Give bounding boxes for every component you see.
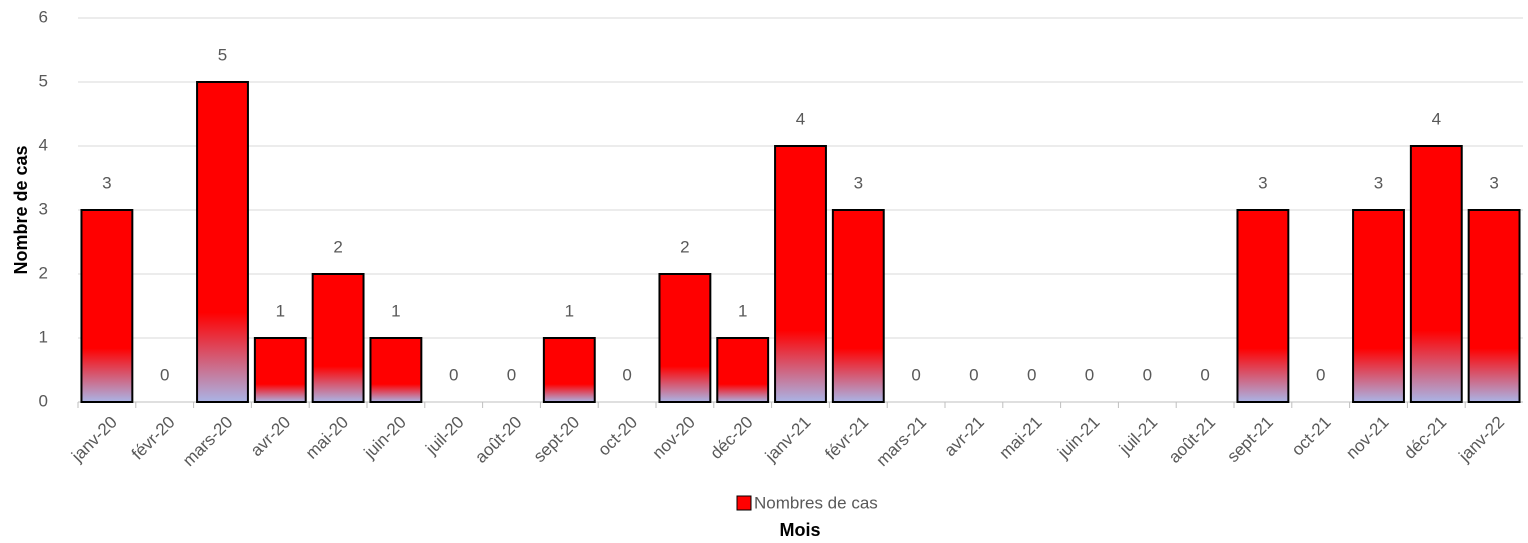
value-label: 4 [1432, 109, 1441, 128]
x-tick-label: août-20 [471, 413, 525, 467]
x-tick-label: mai-20 [302, 413, 352, 463]
value-label: 0 [1316, 365, 1325, 384]
value-label: 3 [102, 173, 111, 192]
x-tick-label: oct-20 [594, 413, 641, 460]
x-tick-label: juil-20 [421, 413, 467, 459]
value-label: 4 [796, 109, 805, 128]
y-tick-label: 2 [39, 263, 48, 282]
x-tick-label: févr-20 [128, 413, 179, 464]
value-label: 0 [449, 365, 458, 384]
value-label: 0 [1143, 365, 1152, 384]
value-label: 0 [160, 365, 169, 384]
x-tick-label: déc-20 [707, 413, 757, 463]
value-label: 1 [391, 301, 400, 320]
value-label: 1 [738, 301, 747, 320]
x-tick-label: mai-21 [996, 413, 1046, 463]
x-tick-label: oct-21 [1288, 413, 1335, 460]
bar [1236, 209, 1290, 403]
bar [1467, 209, 1521, 403]
value-label: 2 [333, 237, 342, 256]
value-label: 0 [622, 365, 631, 384]
x-tick-label: déc-21 [1400, 413, 1450, 463]
x-tick-label: nov-20 [649, 413, 699, 463]
y-tick-label: 3 [39, 199, 48, 218]
x-tick-label: août-21 [1165, 413, 1219, 467]
value-label: 0 [1200, 365, 1209, 384]
value-label: 3 [1258, 173, 1267, 192]
x-tick-label: avr-21 [940, 413, 988, 461]
x-tick-label: mars-21 [873, 413, 931, 471]
value-label: 1 [276, 301, 285, 320]
value-label: 0 [1027, 365, 1036, 384]
bar [1409, 145, 1463, 403]
x-tick-label: janv-22 [1455, 413, 1509, 467]
x-tick-label: janv-21 [761, 413, 815, 467]
legend-label: Nombres de cas [754, 493, 878, 512]
bar [311, 273, 365, 403]
value-label: 5 [218, 45, 227, 64]
bar [80, 209, 134, 403]
x-tick-label: sept-20 [530, 413, 584, 467]
bar [1352, 209, 1405, 403]
value-label: 3 [854, 173, 863, 192]
x-tick-label: sept-21 [1223, 413, 1277, 467]
value-label: 2 [680, 237, 689, 256]
bar [253, 337, 307, 403]
x-tick-label: juin-20 [360, 413, 410, 463]
y-tick-label: 4 [39, 135, 48, 154]
x-tick-label: juil-21 [1115, 413, 1161, 459]
value-label: 3 [1489, 173, 1498, 192]
x-tick-label: janv-20 [67, 413, 121, 467]
bar [831, 209, 885, 403]
x-tick-label: nov-21 [1342, 413, 1392, 463]
bar [369, 337, 423, 403]
bar [774, 145, 827, 403]
bar [196, 81, 249, 403]
value-label: 1 [565, 301, 574, 320]
y-tick-label: 5 [39, 71, 48, 90]
y-tick-label: 1 [39, 327, 48, 346]
bar [658, 273, 712, 403]
bar [716, 337, 770, 403]
value-label: 0 [1085, 365, 1094, 384]
value-label: 3 [1374, 173, 1383, 192]
value-label: 0 [507, 365, 516, 384]
x-tick-label: juin-21 [1053, 413, 1103, 463]
x-tick-label: févr-21 [821, 413, 872, 464]
value-label: 0 [911, 365, 920, 384]
x-tick-label: mars-20 [179, 413, 237, 471]
bar [542, 337, 596, 403]
value-label: 0 [969, 365, 978, 384]
y-tick-label: 0 [39, 391, 48, 410]
y-axis-title: Nombre de cas [11, 145, 31, 274]
y-tick-label: 6 [39, 7, 48, 26]
x-tick-label: avr-20 [247, 413, 295, 461]
x-axis-title: Mois [779, 520, 820, 540]
legend-swatch [736, 495, 752, 511]
